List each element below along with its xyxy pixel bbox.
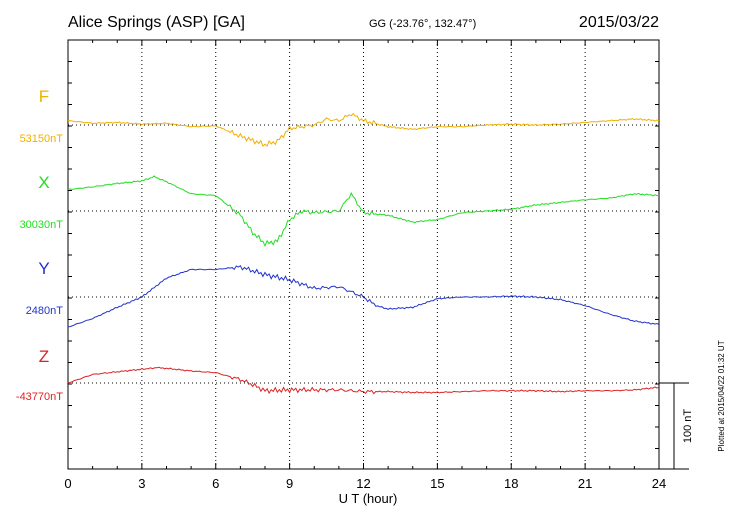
x-tick-label: 3 <box>138 476 145 491</box>
series-line-x <box>67 175 659 248</box>
series-baseline-z: -43770nT <box>16 391 63 403</box>
series-name-f: F <box>39 87 49 106</box>
plotted-at-note: Plotted at 2015/04/22 01:32 UT <box>717 340 726 451</box>
series-baseline-x: 30030nT <box>20 219 64 231</box>
x-tick-label: 9 <box>286 476 293 491</box>
series-line-f <box>67 112 660 147</box>
series-name-z: Z <box>39 347 49 366</box>
x-tick-label: 12 <box>356 476 370 491</box>
x-tick-label: 0 <box>64 476 71 491</box>
x-tick-label: 18 <box>504 476 518 491</box>
series-baseline-f: 53150nT <box>20 133 64 145</box>
series-name-x: X <box>38 173 49 192</box>
scale-bar-label: 100 nT <box>682 409 694 444</box>
x-axis-label: U T (hour) <box>339 491 398 506</box>
station-coords: GG (-23.76°, 132.47°) <box>369 18 476 30</box>
series-labels: F 53150nT X 30030nT Y 2480nT Z -43770nT <box>16 87 63 403</box>
x-tick-label: 21 <box>578 476 592 491</box>
x-tick-label: 15 <box>430 476 444 491</box>
grid-lines <box>68 40 659 469</box>
x-tick-label: 6 <box>212 476 219 491</box>
station-title: Alice Springs (ASP) [GA] <box>68 14 245 31</box>
series-line-y <box>67 264 660 328</box>
plot-date: 2015/03/22 <box>579 14 659 31</box>
series-layer <box>67 112 660 395</box>
x-tick-label: 24 <box>652 476 666 491</box>
x-axis-ticks: 0 3 6 9 12 15 18 21 24 <box>64 40 666 491</box>
series-baseline-y: 2480nT <box>26 305 64 317</box>
series-line-z <box>67 366 660 395</box>
series-name-y: Y <box>38 259 49 278</box>
scale-bar: 100 nT <box>659 382 694 470</box>
